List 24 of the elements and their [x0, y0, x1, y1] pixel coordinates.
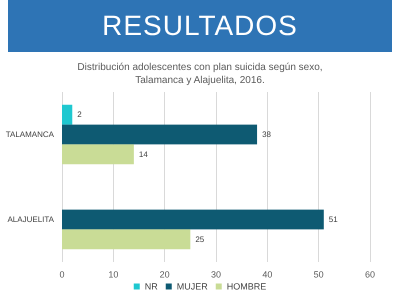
- bar: [62, 210, 324, 230]
- chart-title: RESULTADOS: [8, 0, 392, 52]
- y-tick-label: ALAJUELITA: [7, 215, 55, 224]
- chart-subtitle: Distribución adolescentes con plan suicida según sexo, Talamanca y Alajuelita, 2016.: [77, 62, 323, 86]
- x-tick-label: 50: [314, 270, 324, 280]
- bar: [62, 104, 72, 125]
- legend-label: HOMBRE: [226, 282, 266, 292]
- x-tick-label: 60: [364, 270, 376, 280]
- data-label: 25: [195, 234, 205, 244]
- y-tick-label: TALAMANCA: [6, 130, 55, 139]
- x-tick-label: 40: [262, 270, 272, 280]
- bar: [62, 229, 190, 250]
- x-tick-label: 0: [59, 270, 65, 280]
- x-tick-label: 10: [108, 270, 118, 280]
- x-tick-label: 20: [160, 270, 170, 280]
- bar: [62, 124, 258, 144]
- data-label: 14: [138, 150, 148, 159]
- data-label: 2: [77, 110, 82, 120]
- data-label: 51: [328, 215, 338, 224]
- legend-label: MUJER: [176, 282, 208, 292]
- data-label: 38: [262, 130, 272, 139]
- legend-label: NR: [144, 282, 158, 292]
- x-tick-label: 30: [210, 270, 222, 280]
- bar: [62, 144, 134, 164]
